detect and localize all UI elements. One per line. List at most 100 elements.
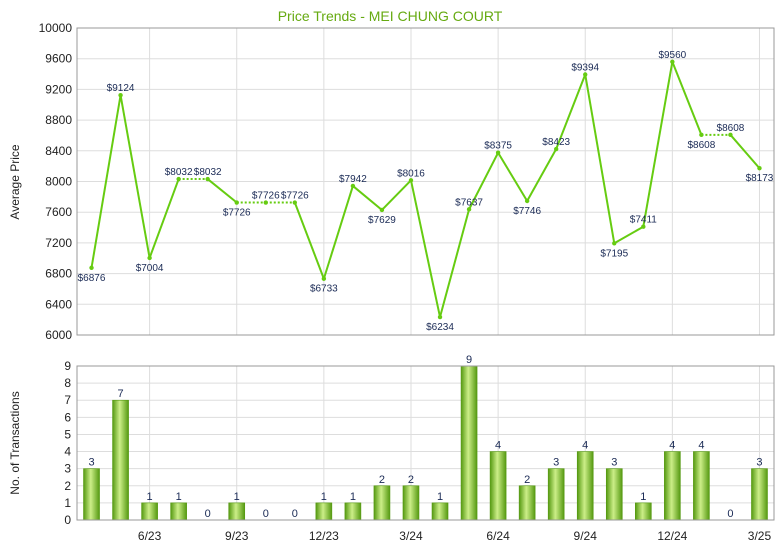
transactions-y-axis-title: No. of Transactions [8,391,22,494]
price-data-label: $7629 [368,215,396,226]
price-point [553,146,559,152]
price-point [583,72,588,77]
transactions-y-tick-label: 3 [64,462,71,476]
transactions-plot-area [76,365,775,521]
transaction-bar [576,451,594,521]
transaction-bar [141,502,158,521]
price-data-label: $7746 [513,206,541,217]
price-point [292,200,298,205]
price-point [437,314,443,320]
price-y-tick-label: 6800 [45,267,72,281]
price-data-label: $7637 [455,197,483,208]
transactions-y-tick-label: 2 [64,479,71,493]
price-data-label: $9560 [658,50,686,61]
price-point [466,207,472,212]
transactions-y-tick-label: 4 [64,445,71,459]
transaction-bar [751,468,768,521]
x-tick-label: 12/24 [657,529,687,543]
transaction-count-label: 1 [234,491,240,503]
transaction-bar [547,468,565,521]
price-point [263,200,268,205]
price-y-tick-label: 6400 [45,297,72,311]
x-tick-label: 3/25 [748,529,772,543]
price-line-segment [468,152,499,210]
transaction-count-label: 2 [408,474,414,486]
price-y-tick-label: 8800 [45,113,72,127]
price-data-label: $8608 [687,140,715,151]
transactions-y-tick-label: 0 [64,513,71,527]
x-tick-label: 12/23 [309,529,339,543]
transactions-y-tick-label: 1 [64,496,71,510]
price-line-segment [90,95,122,268]
transactions-y-tick-label: 7 [64,393,71,407]
price-line-segment [526,148,558,202]
price-line-segment [642,61,674,227]
transaction-count-label: 4 [698,440,704,452]
price-point [176,176,181,182]
transactions-y-tick-label: 6 [64,410,71,424]
transaction-bar [373,485,391,521]
price-y-tick-label: 7600 [45,205,72,219]
price-data-label: $6876 [78,273,106,284]
price-point [89,265,94,270]
x-tick-label: 9/24 [574,529,598,543]
price-line-segment [207,178,238,204]
transaction-count-label: 0 [727,508,733,520]
price-line-segment [381,179,412,211]
transaction-count-label: 4 [582,440,588,452]
transactions-y-tick-label: 5 [64,427,71,441]
price-point [757,166,762,171]
transaction-bar [489,451,507,521]
price-point [495,150,501,155]
transaction-count-label: 3 [553,457,559,469]
transaction-bar [635,502,652,521]
x-tick-label: 9/23 [225,529,249,543]
transactions-y-tick-label: 9 [64,359,71,373]
price-point [670,59,675,64]
price-point [147,255,152,261]
price-data-label: $8016 [397,168,425,179]
price-point [728,132,733,138]
price-data-label: $7411 [630,215,658,226]
price-data-label: $7195 [600,248,628,259]
x-tick-label: 6/24 [486,529,510,543]
transactions-y-tick-label: 8 [64,376,71,390]
transaction-bar [664,451,681,521]
transaction-bar [431,502,449,521]
price-data-label: $8173 [746,173,774,184]
transaction-bar [402,485,420,521]
price-y-tick-label: 9600 [45,52,72,66]
price-plot-border [76,27,775,336]
price-line-segment [119,95,151,259]
price-line-segment [322,185,354,280]
price-line-segment [555,74,587,150]
transaction-count-label: 2 [379,474,385,486]
price-data-label: $8608 [717,123,745,134]
transaction-bar [460,365,478,521]
price-line-segment [497,152,529,202]
price-data-label: $8032 [165,167,193,178]
price-data-label: $9394 [571,63,599,74]
price-point [641,224,646,229]
transactions-plot-border [76,365,775,521]
price-data-label: $7004 [136,263,164,274]
transaction-count-label: 1 [437,491,443,503]
price-point [408,178,414,183]
price-line-segment [671,61,703,136]
price-point [321,276,327,281]
price-data-label: $7726 [252,191,280,202]
transaction-count-label: 0 [263,508,269,520]
price-line-segment [148,178,180,259]
price-data-label: $7726 [223,208,251,219]
transaction-count-label: 1 [321,491,327,503]
transaction-count-label: 0 [292,508,298,520]
transaction-count-label: 2 [524,474,530,486]
price-y-axis-title: Average Price [8,144,22,219]
chart-title: Price Trends - MEI CHUNG COURT [278,8,503,24]
price-point [699,132,704,138]
transaction-count-label: 1 [147,491,153,503]
price-line-segment [584,74,616,244]
price-data-label: $8423 [542,137,570,148]
price-point [350,183,356,189]
